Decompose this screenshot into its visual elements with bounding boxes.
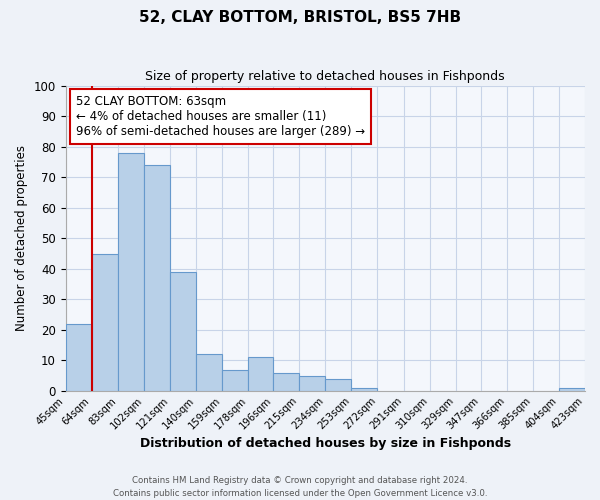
Text: 52 CLAY BOTTOM: 63sqm
← 4% of detached houses are smaller (11)
96% of semi-detac: 52 CLAY BOTTOM: 63sqm ← 4% of detached h… <box>76 94 365 138</box>
Y-axis label: Number of detached properties: Number of detached properties <box>15 146 28 332</box>
X-axis label: Distribution of detached houses by size in Fishponds: Distribution of detached houses by size … <box>140 437 511 450</box>
Bar <box>273 372 299 391</box>
Bar <box>118 152 144 391</box>
Bar <box>196 354 222 391</box>
Text: 52, CLAY BOTTOM, BRISTOL, BS5 7HB: 52, CLAY BOTTOM, BRISTOL, BS5 7HB <box>139 10 461 25</box>
Bar <box>222 370 248 391</box>
Bar <box>170 272 196 391</box>
Bar <box>299 376 325 391</box>
Bar <box>92 254 118 391</box>
Bar <box>325 378 352 391</box>
Bar <box>352 388 377 391</box>
Bar <box>144 165 170 391</box>
Text: Contains HM Land Registry data © Crown copyright and database right 2024.
Contai: Contains HM Land Registry data © Crown c… <box>113 476 487 498</box>
Bar <box>65 324 92 391</box>
Bar <box>248 358 273 391</box>
Title: Size of property relative to detached houses in Fishponds: Size of property relative to detached ho… <box>145 70 505 83</box>
Bar <box>559 388 585 391</box>
